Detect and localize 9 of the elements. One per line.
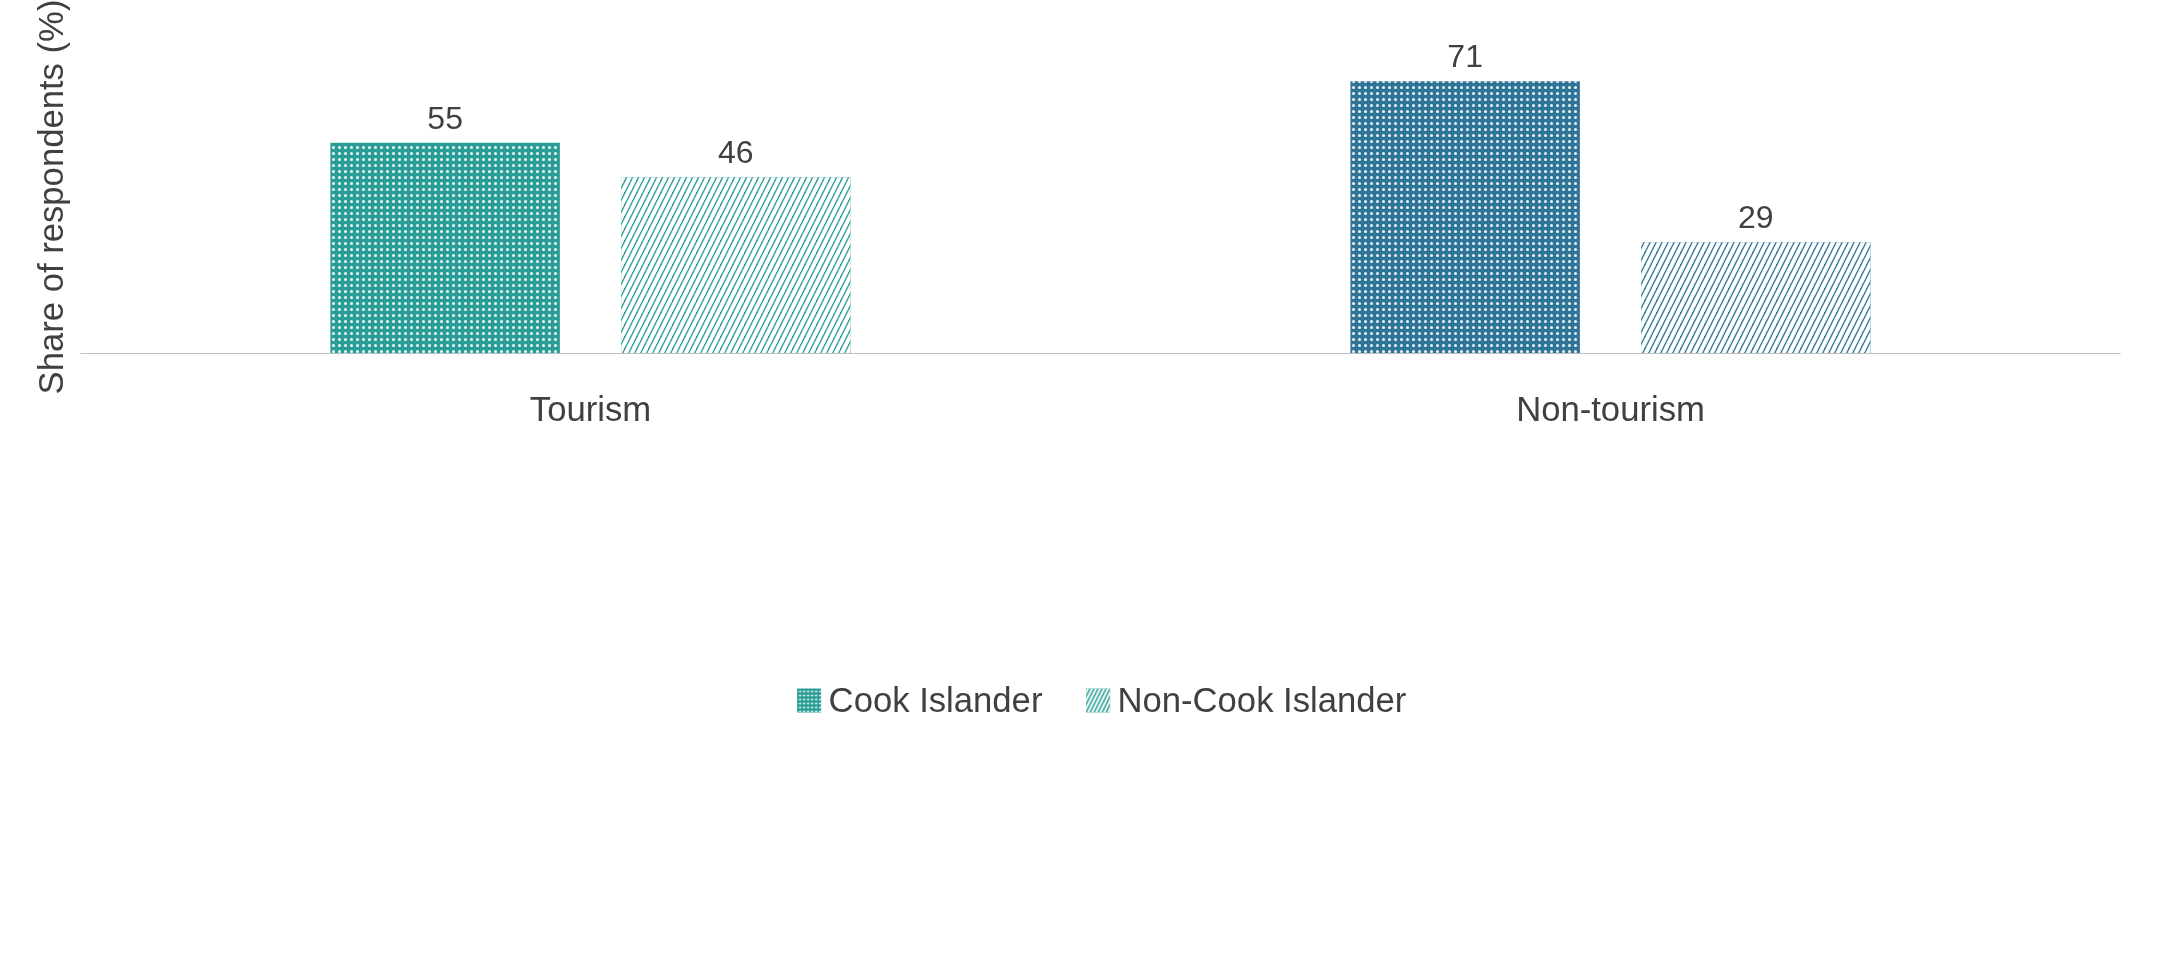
data-label: 46 [718,134,754,171]
data-label: 71 [1447,38,1483,75]
y-axis-title: Share of respondents (%) [31,0,70,395]
legend-label: Cook Islander [828,680,1043,720]
data-label: 55 [427,99,463,136]
x-tick-label: Tourism [529,389,652,428]
x-tick-label: Non-tourism [1516,389,1705,428]
legend-label: Non-Cook Islander [1117,680,1407,720]
data-label: 29 [1738,199,1774,236]
